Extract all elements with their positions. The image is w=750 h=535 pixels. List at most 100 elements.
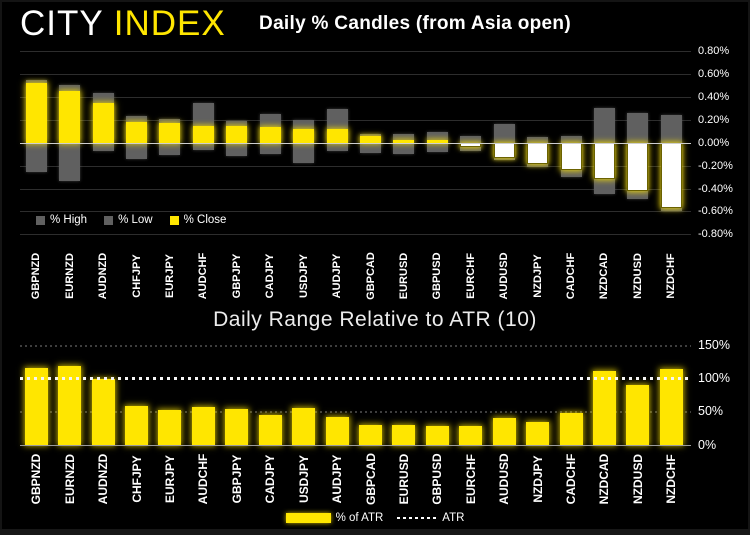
candle-close-bar — [393, 140, 415, 143]
top-x-category-label: USDJPY — [297, 253, 310, 299]
top-gridline — [20, 165, 691, 167]
candle-high-bar — [627, 112, 649, 143]
candle-close-bar — [493, 142, 515, 158]
pct-atr-swatch-icon — [285, 513, 331, 523]
candle-high-bar — [493, 124, 515, 143]
candle-close-bar — [192, 125, 214, 143]
top-y-tick-label: 0.00% — [698, 136, 730, 149]
bottom-x-category-label: CADJPY — [263, 454, 278, 504]
top-gridline — [20, 73, 691, 75]
candle-low-bar — [126, 142, 148, 159]
bottom-x-category-label: USDJPY — [296, 454, 311, 504]
top-y-tick-label: 0.40% — [698, 90, 730, 103]
candle-close-bar — [326, 128, 348, 143]
top-x-category-label: EURCHF — [464, 253, 477, 299]
close-swatch-icon — [169, 215, 179, 225]
candle-low-bar — [25, 142, 47, 173]
atr-bar — [58, 365, 82, 445]
bottom-x-category-label: AUDUSD — [497, 453, 512, 505]
top-y-tick-label: -0.20% — [698, 159, 733, 172]
bottom-x-category-label: NZDUSD — [630, 454, 645, 504]
top-x-category-label: GBPNZD — [30, 252, 43, 300]
top-x-category-label: GBPJPY — [230, 253, 243, 299]
top-x-category-label: AUDUSD — [498, 252, 511, 300]
bottom-y-tick-label: 0% — [698, 437, 717, 452]
top-x-category-label: NZDUSD — [631, 253, 644, 299]
candle-close-bar — [259, 126, 281, 143]
atr-bar — [359, 424, 382, 445]
atr-bar — [659, 369, 683, 445]
candle-high-bar — [527, 136, 549, 143]
candle-high-bar — [560, 135, 582, 143]
candle-high-bar — [460, 135, 482, 143]
top-x-category-label: NZDCHF — [665, 253, 678, 299]
candle-low-bar — [92, 142, 114, 151]
atr-bar — [526, 421, 550, 445]
top-gridline — [20, 188, 691, 190]
candle-low-bar — [192, 142, 214, 150]
candle-low-bar — [393, 142, 415, 155]
atr-bar — [125, 405, 149, 445]
bottom-x-category-label: CHFJPY — [129, 455, 144, 503]
bottom-x-category-label: EURCHF — [463, 454, 478, 504]
bottom-y-tick-label: 100% — [698, 370, 730, 385]
bottom-chart-title: Daily Range Relative to ATR (10) — [213, 308, 537, 331]
top-gridline — [20, 142, 691, 144]
candle-close-bar — [25, 83, 47, 143]
legend-item-atr: ATR — [397, 512, 464, 524]
candle-high-bar — [426, 132, 448, 143]
atr-bar — [91, 379, 115, 445]
atr-bar — [459, 425, 483, 445]
atr-bar — [492, 417, 516, 445]
top-x-category-label: EURUSD — [397, 252, 410, 300]
atr-bar — [258, 415, 282, 445]
high-swatch-icon — [36, 215, 45, 225]
top-y-tick-label: 0.80% — [698, 45, 730, 58]
legend-item-pct-atr: % of ATR — [285, 512, 383, 524]
top-x-category-label: CADCHF — [565, 252, 578, 300]
bottom-x-category-label: NZDCHF — [664, 454, 679, 504]
bottom-x-category-label: EURNZD — [62, 454, 77, 504]
bottom-x-category-label: GBPUSD — [430, 453, 445, 505]
atr-bar — [592, 371, 616, 445]
candle-close-bar — [293, 128, 315, 143]
bottom-x-category-label: NZDCAD — [597, 453, 612, 505]
bottom-x-category-label: EURJPY — [162, 454, 177, 504]
candle-close-bar — [660, 142, 682, 208]
top-y-tick-label: -0.40% — [698, 182, 733, 195]
top-y-tick-label: 0.20% — [698, 113, 730, 126]
top-gridline — [20, 211, 691, 213]
top-y-tick-label: 0.60% — [698, 67, 730, 80]
logo-index-text: INDEX — [113, 4, 226, 43]
atr-dotted-line-icon — [397, 517, 438, 519]
candle-high-bar — [593, 108, 615, 143]
top-x-category-label: AUDJPY — [331, 253, 344, 299]
candle-low-bar — [326, 142, 348, 151]
candle-close-bar — [360, 135, 381, 143]
top-x-category-label: CADJPY — [264, 253, 277, 299]
candle-close-bar — [593, 142, 615, 180]
top-x-category-label: NZDCAD — [598, 252, 611, 300]
candle-close-bar — [226, 125, 248, 143]
bottom-gridline — [20, 411, 691, 414]
atr-bar — [292, 407, 316, 445]
top-gridline — [20, 96, 691, 98]
atr-bar — [325, 416, 349, 445]
legend-low-label: % Low — [118, 214, 153, 226]
top-x-category-label: AUDCHF — [197, 252, 210, 300]
candle-close-bar — [159, 123, 181, 143]
top-gridline — [20, 234, 691, 236]
legend-high-label: % High — [50, 214, 88, 226]
candle-high-bar — [660, 115, 682, 143]
candle-close-bar — [126, 122, 148, 143]
top-chart-title: Daily % Candles (from Asia open) — [259, 13, 571, 34]
candle-high-bar — [393, 133, 415, 143]
top-x-category-label: NZDJPY — [531, 254, 544, 298]
top-y-tick-label: -0.60% — [698, 205, 733, 218]
candle-close-bar — [560, 142, 582, 171]
legend-item-high: % High — [36, 214, 87, 226]
logo-city-text: CITY — [20, 4, 104, 43]
top-x-category-label: EURJPY — [163, 253, 176, 299]
window-edge — [0, 529, 750, 535]
